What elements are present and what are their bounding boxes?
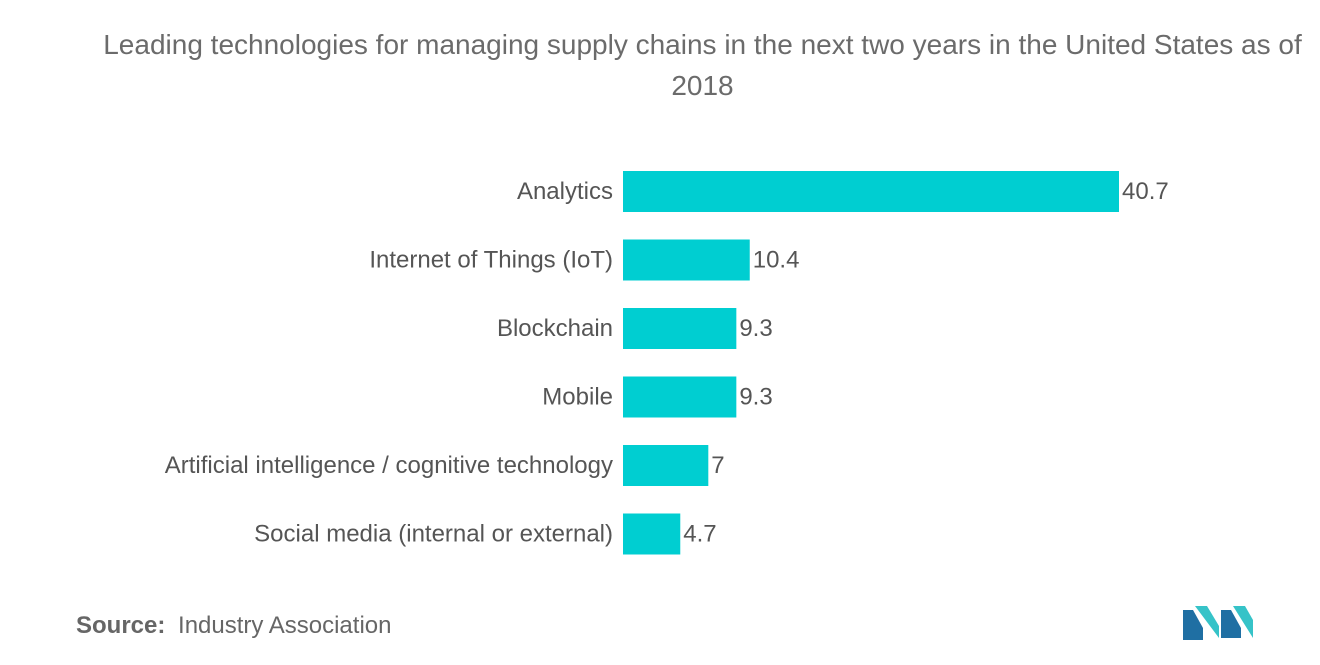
value-label: 4.7 [683,521,716,548]
category-label: Internet of Things (IoT) [369,247,613,274]
category-label: Artificial intelligence / cognitive tech… [165,452,613,479]
mordor-intelligence-logo-icon [1183,606,1253,640]
bar-0 [623,171,1119,212]
bar-1 [623,239,750,281]
source-text: Industry Association [178,612,392,639]
value-label: 7 [711,452,724,479]
bar-3 [623,376,737,418]
bar-2 [623,308,737,349]
category-label: Social media (internal or external) [254,521,613,548]
value-label: 9.3 [739,315,772,342]
bar-5 [623,513,681,555]
source-label: Source: [76,612,166,639]
chart-title: Leading technologies for managing supply… [103,29,1302,101]
category-label: Analytics [517,178,613,205]
category-label: Blockchain [497,315,613,342]
value-label: 9.3 [739,384,772,411]
category-label: Mobile [542,384,613,411]
value-label: 10.4 [753,247,800,274]
value-label: 40.7 [1122,178,1169,205]
bar-4 [623,445,709,486]
source-note: Source: Industry Association [76,612,391,640]
